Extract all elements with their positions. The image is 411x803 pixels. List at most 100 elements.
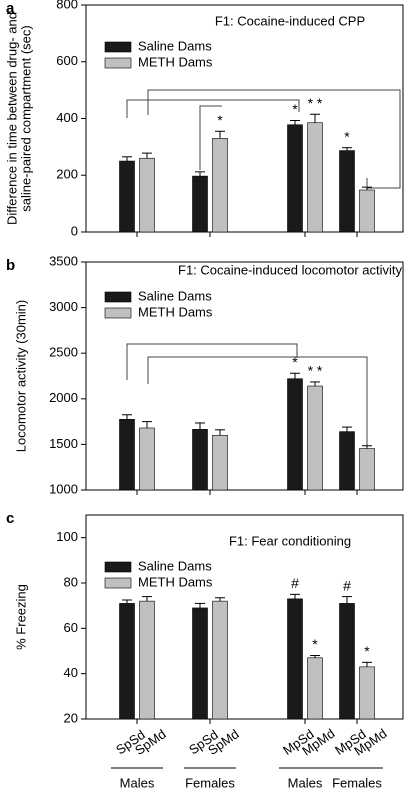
- error-bar: [310, 381, 320, 387]
- legend-swatch: [104, 307, 132, 319]
- legend-label: Saline Dams: [138, 288, 212, 303]
- error-bar: [290, 119, 300, 125]
- bar: [139, 600, 155, 720]
- chart-title: F1: Cocaine-induced locomotor activity: [178, 262, 402, 277]
- bar: [139, 157, 155, 233]
- legend-label: Saline Dams: [138, 38, 212, 53]
- bar: [192, 607, 208, 720]
- y-tick-label: 20: [64, 710, 78, 725]
- y-axis-label: % Freezing: [13, 584, 28, 650]
- y-tick-label: 80: [64, 574, 78, 589]
- y-axis-label: Locomotor activity (30min): [13, 300, 28, 452]
- y-tick-label: 1500: [49, 436, 78, 451]
- legend-label: METH Dams: [138, 54, 213, 69]
- legend-swatch: [104, 57, 132, 69]
- y-axis-label: Difference in time between drug- and: [4, 12, 19, 225]
- legend-label: Saline Dams: [138, 558, 212, 573]
- significance-mark: *: [344, 128, 350, 144]
- y-tick-label: 600: [56, 53, 78, 68]
- error-bar: [342, 426, 352, 432]
- y-tick-label: 2000: [49, 390, 78, 405]
- significance-mark: *: [217, 112, 223, 128]
- significance-mark: * *: [308, 363, 323, 379]
- error-bar: [342, 596, 352, 604]
- bar: [287, 124, 303, 233]
- y-tick-label: 800: [56, 0, 78, 11]
- bar: [212, 600, 228, 720]
- error-bar: [310, 113, 320, 123]
- legend-swatch: [104, 577, 132, 589]
- bar: [192, 175, 208, 233]
- significance-mark: *: [312, 636, 318, 652]
- bracket: [126, 99, 300, 118]
- significance-mark: *: [292, 101, 298, 117]
- bar: [212, 138, 228, 233]
- bracket: [126, 343, 298, 380]
- bar: [287, 598, 303, 720]
- error-bar: [215, 597, 225, 602]
- legend-swatch: [104, 561, 132, 573]
- y-tick-label: 1000: [49, 481, 78, 496]
- error-bar: [142, 421, 152, 428]
- bar: [339, 150, 355, 233]
- error-bar: [290, 593, 300, 599]
- x-tick-label: Females: [332, 775, 382, 790]
- significance-mark: *: [364, 643, 370, 659]
- bar: [287, 378, 303, 491]
- panel-label: b: [6, 257, 15, 274]
- significance-mark: #: [343, 577, 351, 593]
- y-tick-label: 400: [56, 110, 78, 125]
- error-bar: [362, 186, 372, 191]
- bar: [307, 385, 323, 491]
- x-tick-label: Males: [288, 775, 323, 790]
- error-bar: [195, 602, 205, 608]
- bar: [307, 657, 323, 720]
- bar: [359, 448, 375, 491]
- plot-frame: [85, 514, 404, 720]
- significance-mark: #: [291, 575, 299, 591]
- legend-label: METH Dams: [138, 574, 213, 589]
- bracket: [199, 105, 222, 170]
- panel-label: a: [6, 0, 15, 17]
- bar: [139, 427, 155, 491]
- y-tick-label: 60: [64, 620, 78, 635]
- error-bar: [310, 655, 320, 658]
- bar: [119, 160, 135, 233]
- y-tick-label: 0: [71, 223, 78, 238]
- y-tick-label: 200: [56, 167, 78, 182]
- legend-swatch: [104, 291, 132, 303]
- error-bar: [342, 147, 352, 151]
- legend-label: METH Dams: [138, 304, 213, 319]
- error-bar: [122, 599, 132, 604]
- x-tick-label: Males: [120, 775, 155, 790]
- error-bar: [195, 171, 205, 177]
- bar: [339, 431, 355, 491]
- bracket: [147, 89, 401, 189]
- y-tick-label: 2500: [49, 345, 78, 360]
- error-bar: [142, 152, 152, 159]
- bar: [192, 429, 208, 491]
- bar: [212, 434, 228, 491]
- error-bar: [122, 156, 132, 162]
- y-axis-label: saline-paired compartment (sec): [18, 25, 33, 211]
- error-bar: [290, 372, 300, 379]
- chart-title: F1: Cocaine-induced CPP: [215, 13, 365, 28]
- y-tick-label: 3500: [49, 253, 78, 268]
- bar: [359, 666, 375, 720]
- plot-frame: [85, 261, 404, 491]
- y-tick-label: 100: [56, 529, 78, 544]
- y-tick-label: 40: [64, 665, 78, 680]
- x-tick-label: Females: [185, 775, 235, 790]
- comparison-brackets: [126, 89, 401, 453]
- bar: [307, 122, 323, 233]
- error-bar: [215, 130, 225, 139]
- error-bar: [122, 414, 132, 420]
- error-bar: [195, 422, 205, 430]
- bracket: [147, 356, 368, 453]
- error-bar: [362, 445, 372, 449]
- error-bar: [142, 596, 152, 602]
- bar: [339, 603, 355, 720]
- chart-title: F1: Fear conditioning: [229, 533, 351, 548]
- legend-swatch: [104, 41, 132, 53]
